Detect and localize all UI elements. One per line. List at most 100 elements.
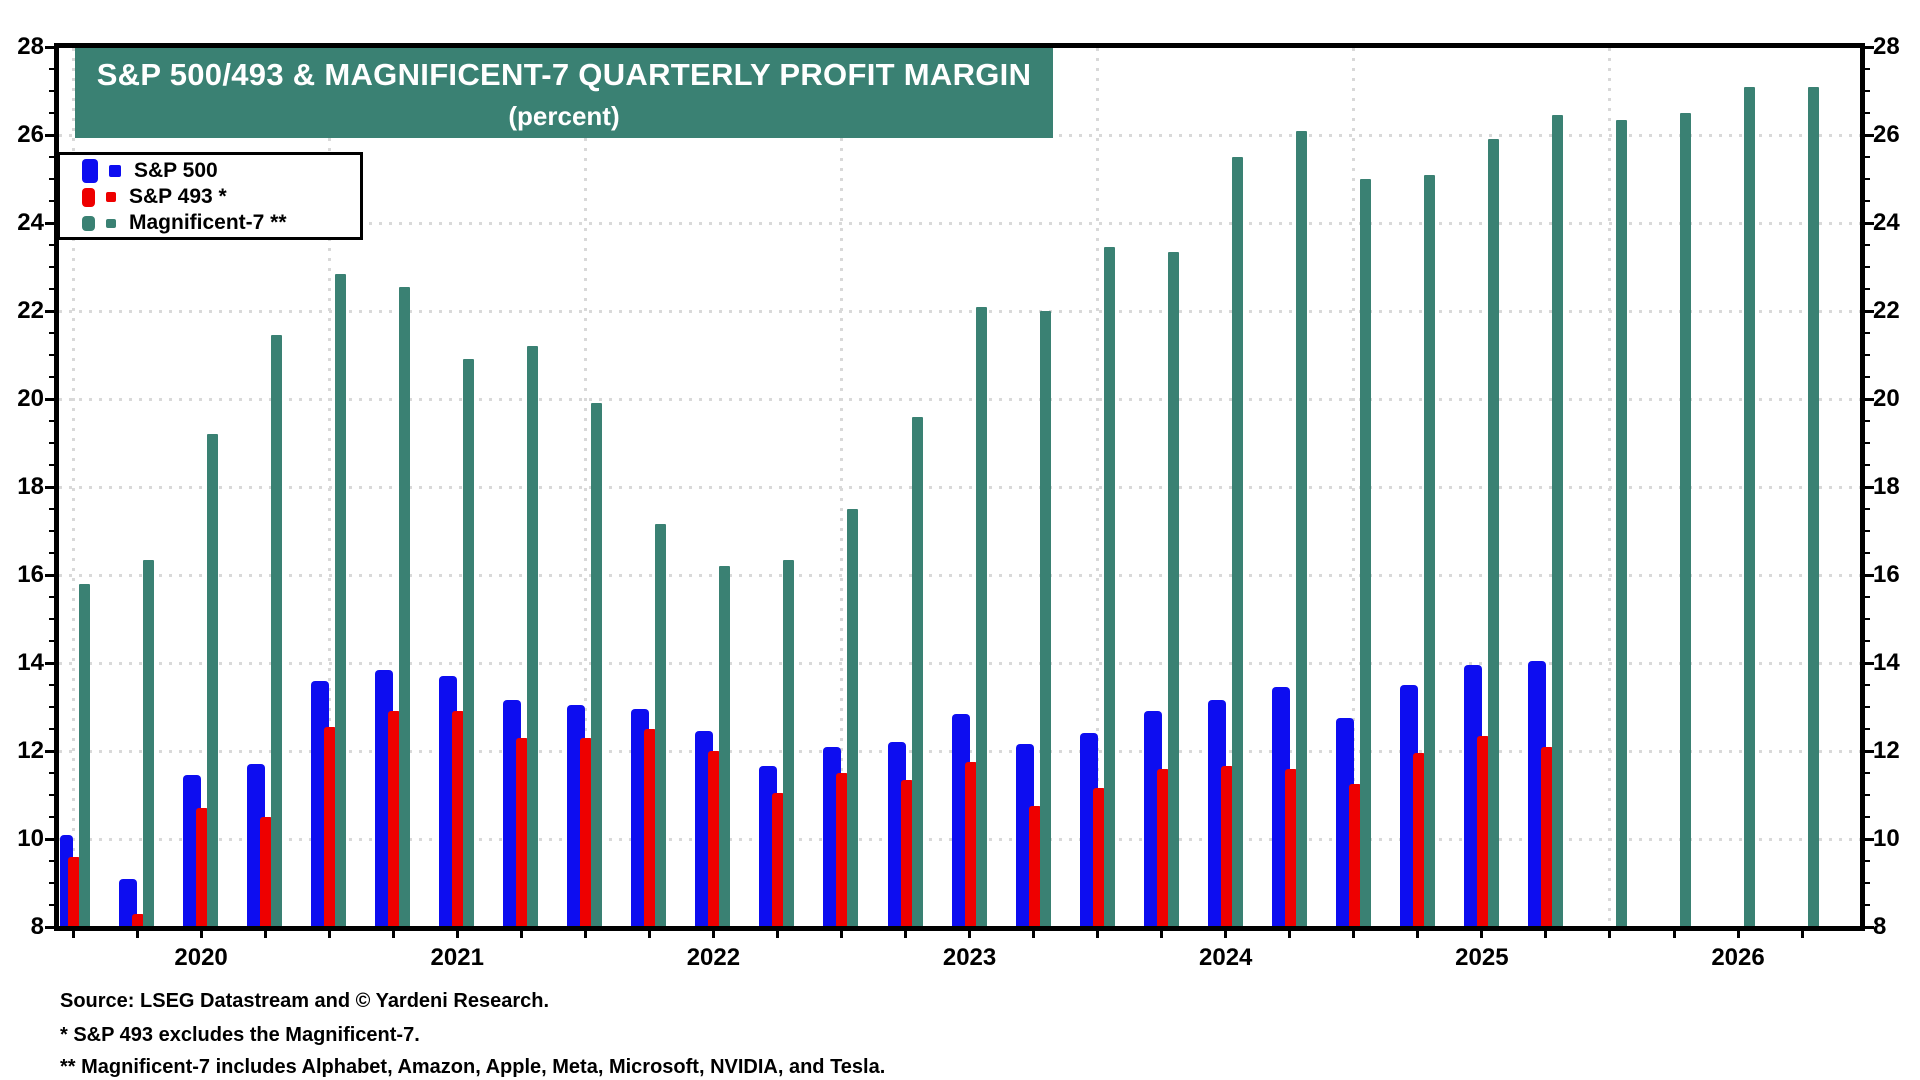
- y-tick-right: [1865, 288, 1870, 290]
- y-tick-right: [1865, 68, 1870, 70]
- y-axis-label-right: 22: [1873, 297, 1900, 324]
- y-tick-left: [49, 904, 54, 906]
- x-tick: [1224, 931, 1228, 938]
- y-tick-left: [49, 68, 54, 70]
- x-tick: [1672, 931, 1676, 938]
- x-tick: [583, 931, 587, 938]
- bar-mag7-2022-Q3: [847, 509, 859, 926]
- y-tick-left: [45, 397, 54, 401]
- bar-sp493-2025-Q2: [1540, 746, 1554, 926]
- legend-label-sp493: S&P 493 *: [129, 185, 227, 208]
- bar-sp493-2019-Q4: [132, 913, 146, 926]
- y-tick-right: [1865, 772, 1870, 774]
- y-tick-right: [1865, 112, 1870, 114]
- y-axis-line-right: [1860, 43, 1865, 931]
- y-tick-right: [1865, 661, 1874, 665]
- legend-bar-marker-sp500: [82, 159, 98, 183]
- y-tick-right: [1865, 420, 1870, 422]
- x-tick: [135, 931, 139, 938]
- y-tick-right: [1865, 728, 1870, 730]
- y-tick-left: [49, 596, 54, 598]
- h-gridline: [59, 222, 1860, 225]
- x-tick: [199, 931, 203, 938]
- footnote-mag7: ** Magnificent-7 includes Alphabet, Amaz…: [60, 1056, 886, 1078]
- legend-label-sp500: S&P 500: [134, 159, 218, 182]
- y-tick-right: [1865, 354, 1870, 356]
- bar-mag7-2023-Q2: [1039, 311, 1051, 926]
- x-tick: [1352, 931, 1356, 938]
- y-tick-right: [1865, 397, 1874, 401]
- bar-sp493-2022-Q3: [836, 773, 850, 926]
- y-axis-label-right: 14: [1873, 649, 1900, 676]
- y-tick-left: [49, 200, 54, 202]
- x-tick: [391, 931, 395, 938]
- bar-sp493-2022-Q4: [900, 779, 914, 926]
- bar-mag7-2019-Q3: [79, 583, 90, 926]
- x-tick: [71, 931, 75, 938]
- x-axis-year-label: 2021: [430, 944, 484, 971]
- x-tick: [904, 931, 908, 938]
- y-axis-label-left: 28: [17, 33, 44, 60]
- bar-mag7-2025-Q3: [1615, 119, 1627, 926]
- y-tick-right: [1865, 573, 1874, 577]
- x-tick: [1288, 931, 1292, 938]
- y-tick-right: [1865, 925, 1874, 929]
- y-axis-label-left: 24: [17, 209, 44, 236]
- bar-sp493-2020-Q3: [324, 726, 338, 926]
- bar-sp493-2021-Q1: [452, 711, 466, 926]
- legend-square-marker-sp500: [109, 165, 121, 177]
- y-tick-right: [1865, 266, 1870, 268]
- y-tick-right: [1865, 464, 1870, 466]
- legend-square-marker-sp493: [106, 192, 116, 202]
- y-axis-label-left: 10: [17, 825, 44, 852]
- x-tick: [1800, 931, 1804, 938]
- bar-sp493-2022-Q1: [708, 751, 722, 926]
- y-axis-label-left: 16: [17, 561, 44, 588]
- bar-mag7-2023-Q4: [1167, 251, 1179, 926]
- v-gridline: [71, 48, 75, 926]
- y-tick-left: [49, 552, 54, 554]
- y-axis-label-right: 12: [1873, 737, 1900, 764]
- y-tick-left: [45, 309, 54, 313]
- y-tick-right: [1865, 860, 1870, 862]
- y-tick-left: [45, 837, 54, 841]
- bar-sp493-2024-Q4: [1412, 753, 1426, 926]
- y-tick-right: [1865, 485, 1874, 489]
- bar-mag7-2026-Q2: [1808, 86, 1820, 926]
- bar-mag7-2020-Q1: [207, 434, 219, 926]
- bar-mag7-2024-Q4: [1423, 174, 1435, 926]
- x-tick: [775, 931, 779, 938]
- y-tick-right: [1865, 376, 1870, 378]
- v-gridline: [583, 48, 587, 926]
- y-tick-right: [1865, 904, 1870, 906]
- bar-mag7-2021-Q1: [463, 359, 475, 926]
- y-axis-label-left: 26: [17, 121, 44, 148]
- y-tick-left: [49, 288, 54, 290]
- y-axis-label-right: 16: [1873, 561, 1900, 588]
- bar-mag7-2022-Q1: [719, 566, 731, 926]
- x-tick: [1160, 931, 1164, 938]
- y-tick-right: [1865, 45, 1874, 49]
- v-gridline: [1096, 48, 1100, 926]
- legend-item-sp500: S&P 500: [82, 158, 360, 184]
- y-tick-left: [49, 816, 54, 818]
- y-axis-label-left: 22: [17, 297, 44, 324]
- bar-sp493-2019-Q3: [68, 856, 81, 926]
- x-tick: [1416, 931, 1420, 938]
- bar-sp493-2022-Q2: [772, 792, 786, 926]
- x-tick: [839, 931, 843, 938]
- y-axis-label-left: 12: [17, 737, 44, 764]
- bar-sp493-2024-Q3: [1348, 784, 1362, 926]
- x-tick: [647, 931, 651, 938]
- x-axis-line: [55, 926, 1864, 931]
- y-axis-label-right: 10: [1873, 825, 1900, 852]
- y-tick-left: [49, 420, 54, 422]
- y-tick-right: [1865, 684, 1870, 686]
- bar-sp493-2020-Q4: [388, 711, 402, 926]
- legend-square-marker-mag7: [106, 218, 116, 228]
- bar-sp493-2023-Q2: [1028, 806, 1042, 926]
- x-tick: [968, 931, 972, 938]
- y-tick-right: [1865, 837, 1874, 841]
- legend-label-mag7: Magnificent-7 **: [129, 211, 287, 234]
